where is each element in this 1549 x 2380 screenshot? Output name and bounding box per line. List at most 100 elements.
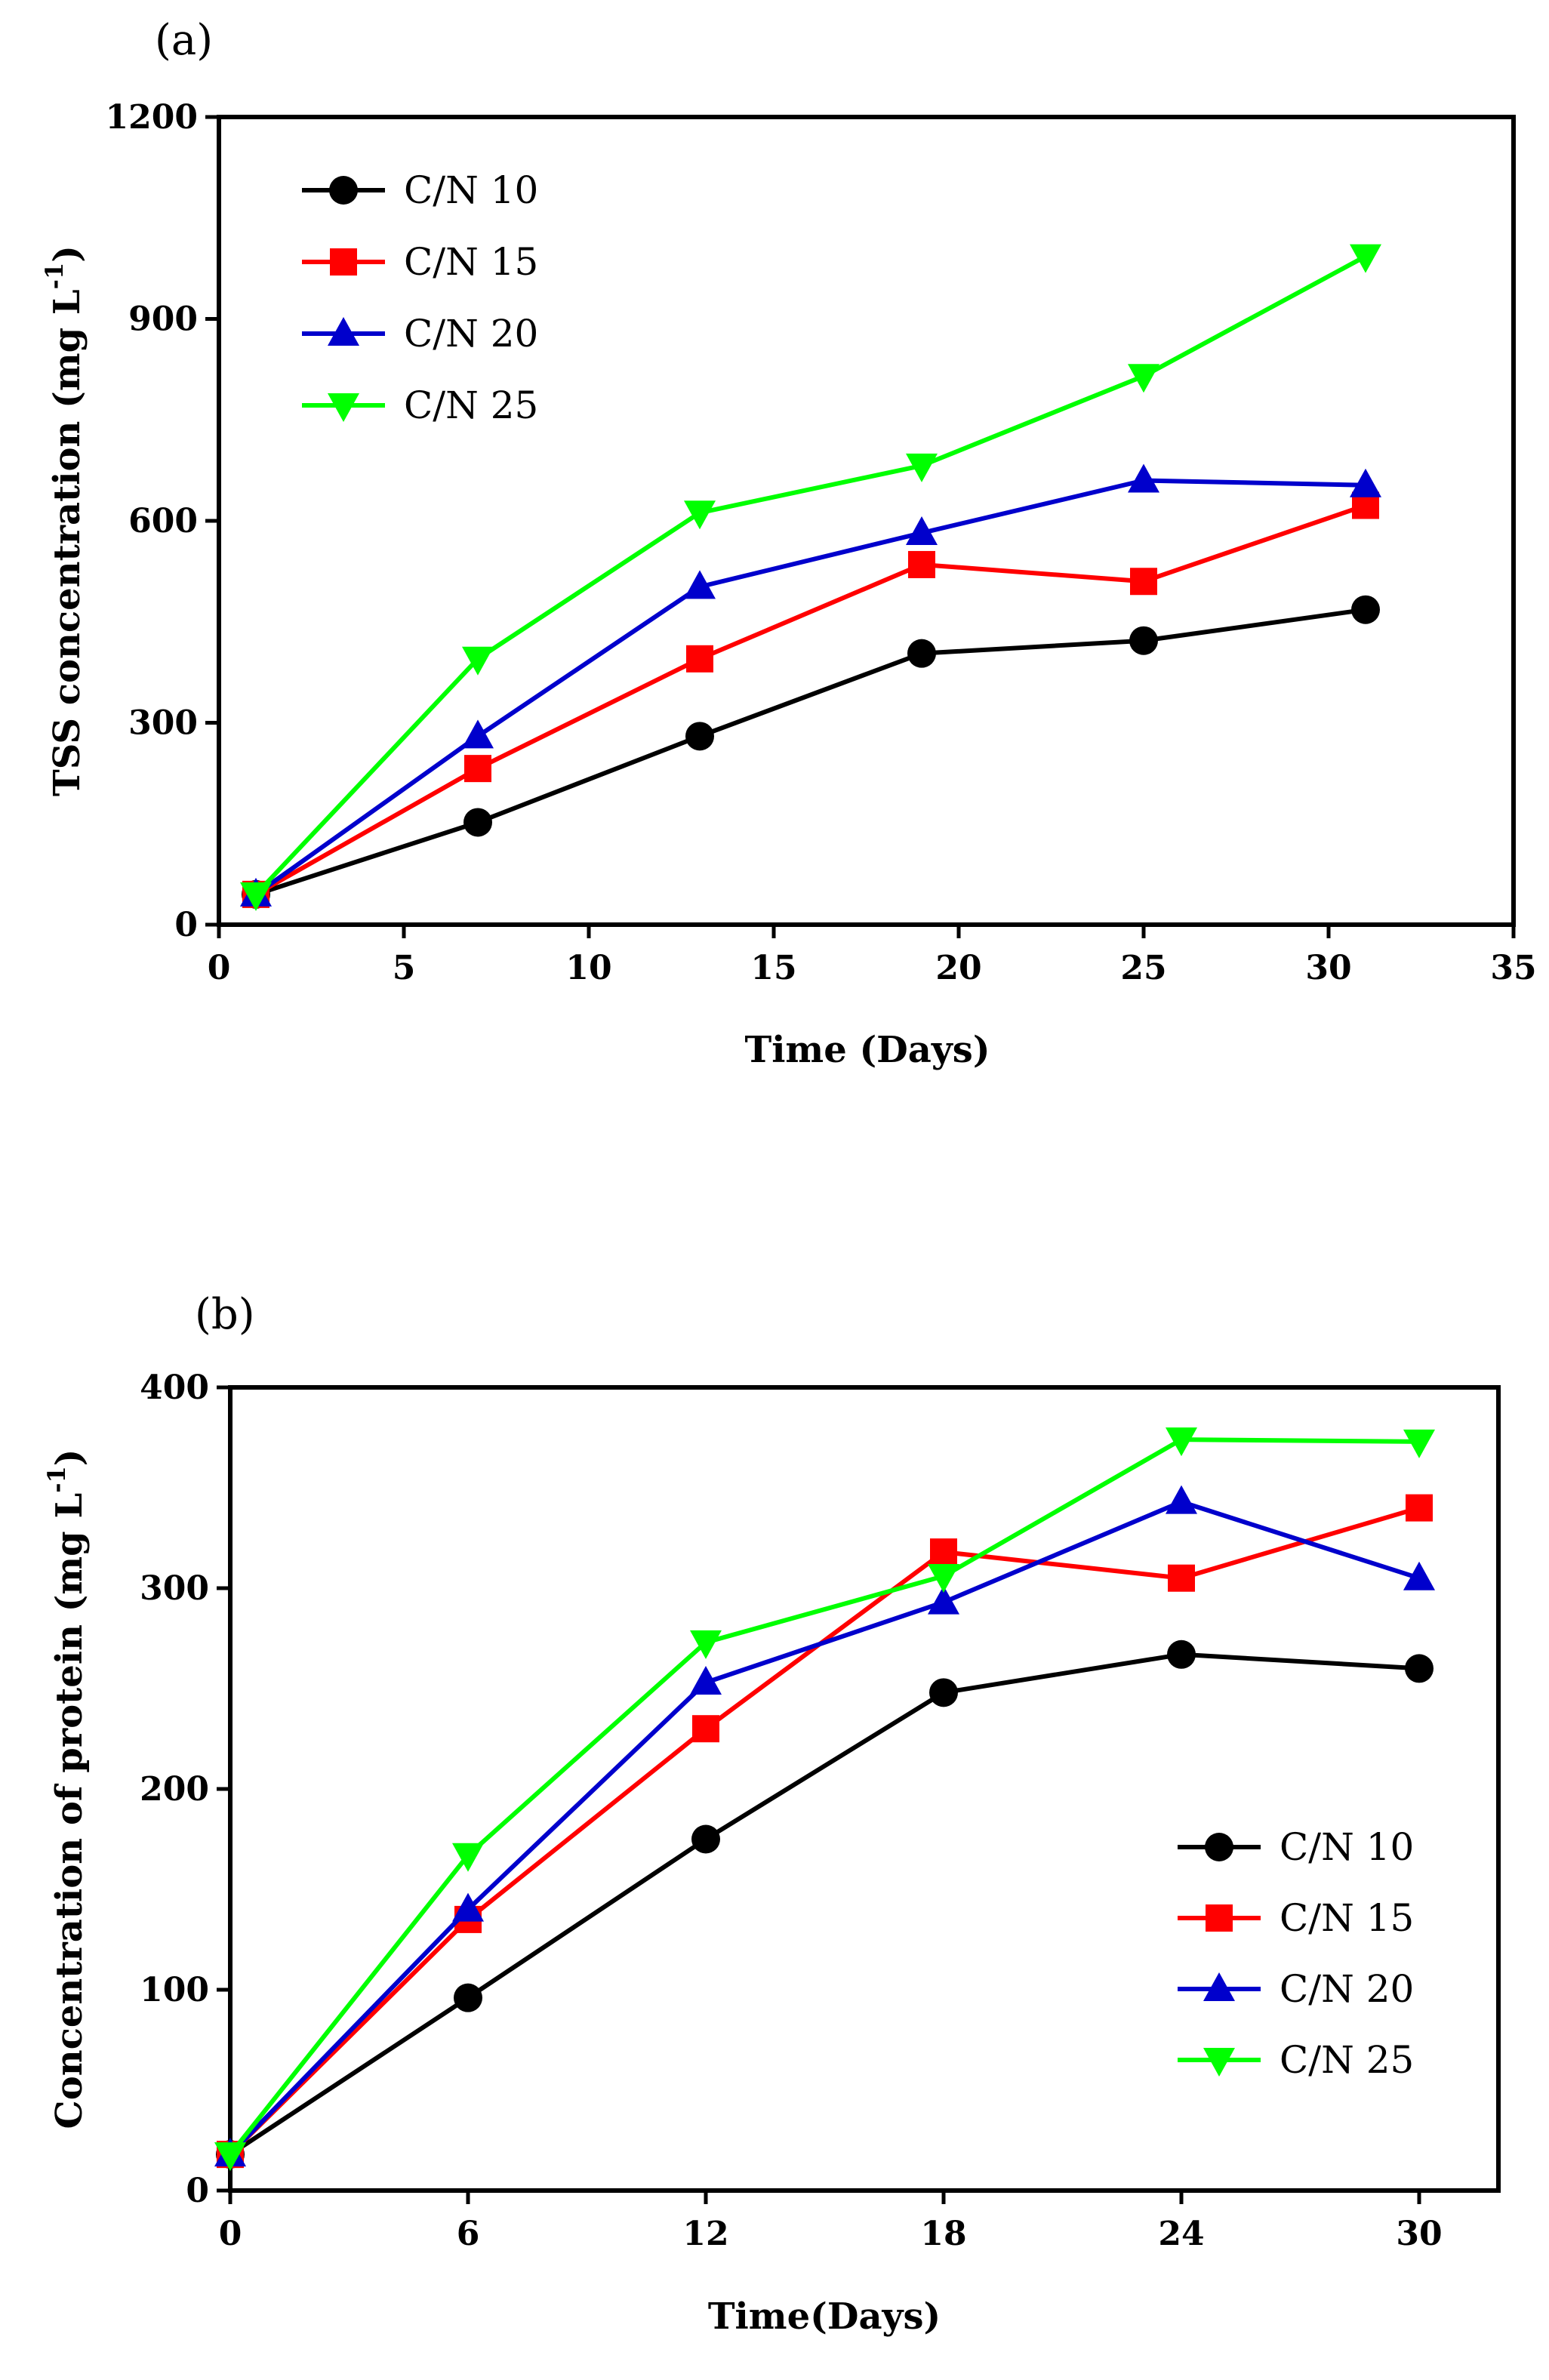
x-tick-label: 6 <box>457 2215 480 2253</box>
data-point-c-n-15 <box>464 755 491 783</box>
data-point-c-n-10 <box>1351 595 1380 624</box>
x-tick-label: 0 <box>208 949 231 987</box>
y-tick-label: 100 <box>140 1971 209 2009</box>
series-c-n-20 <box>240 463 1381 907</box>
data-point-c-n-20 <box>928 1585 959 1615</box>
data-point-c-n-25 <box>240 882 272 911</box>
series-line-c-n-15 <box>228 1505 1420 2157</box>
legend-label: C/N 15 <box>404 240 538 284</box>
series-c-n-25 <box>240 244 1381 911</box>
x-tick-label: 24 <box>1158 2215 1204 2253</box>
data-point-c-n-25 <box>452 1843 484 1872</box>
data-point-c-n-25 <box>1166 1427 1197 1457</box>
series-line-c-n-10 <box>229 1652 1420 2157</box>
y-tick-label: 900 <box>128 300 198 339</box>
legend-label: C/N 20 <box>404 312 538 356</box>
data-point-c-n-25 <box>1350 244 1381 273</box>
legend-marker <box>328 317 359 346</box>
data-point-c-n-15 <box>686 645 713 673</box>
x-tick-label: 20 <box>935 949 981 987</box>
data-point-c-n-10 <box>685 722 714 751</box>
series-c-n-15 <box>217 1494 1433 2169</box>
panel-label-b: (b) <box>195 1290 255 1339</box>
series-c-n-10 <box>216 1640 1434 2169</box>
data-point-c-n-15 <box>1130 568 1157 596</box>
data-point-c-n-20 <box>1403 1561 1435 1590</box>
data-point-c-n-20 <box>1128 463 1159 493</box>
legend-a: C/N 10 C/N 15 C/N 20 C/N 25 <box>302 168 538 427</box>
legend-marker <box>328 393 359 422</box>
data-point-c-n-10 <box>463 808 492 837</box>
series-c-n-25 <box>214 1427 1435 2172</box>
x-tick-label: 30 <box>1396 2215 1442 2253</box>
legend-label: C/N 15 <box>1280 1896 1414 1940</box>
legend-label: C/N 25 <box>404 383 538 427</box>
y-tick-label: 300 <box>128 704 198 743</box>
data-point-c-n-10 <box>929 1678 958 1707</box>
series-line-c-n-20 <box>254 478 1366 897</box>
y-tick-label: 300 <box>140 1569 209 1608</box>
series-line-c-n-25 <box>254 254 1367 896</box>
x-tick-label: 5 <box>393 949 416 987</box>
data-point-c-n-20 <box>462 719 494 749</box>
series-c-n-20 <box>214 1485 1435 2167</box>
x-tick-label: 18 <box>920 2215 966 2253</box>
data-point-c-n-25 <box>1128 364 1159 393</box>
y-axis-title-b: Concentration of protein (mg L-1) <box>42 1449 91 2129</box>
data-point-c-n-25 <box>214 2142 246 2172</box>
series-line-c-n-10 <box>255 607 1366 897</box>
series-line-c-n-15 <box>254 503 1366 897</box>
legend-marker <box>1203 2048 1235 2077</box>
data-point-c-n-10 <box>1129 626 1158 655</box>
data-point-c-n-25 <box>462 646 494 676</box>
data-point-c-n-20 <box>1350 468 1381 497</box>
data-point-c-n-15 <box>692 1715 719 1743</box>
legend-label: C/N 10 <box>404 168 538 212</box>
y-tick-label: 1200 <box>106 98 198 137</box>
series-c-n-10 <box>242 595 1380 909</box>
data-point-c-n-15 <box>1406 1494 1433 1522</box>
data-point-c-n-25 <box>928 1564 959 1593</box>
data-point-c-n-25 <box>690 1630 722 1659</box>
x-tick-label: 0 <box>219 2215 242 2253</box>
data-point-c-n-10 <box>454 1983 482 2012</box>
data-point-c-n-20 <box>690 1666 722 1695</box>
data-point-c-n-20 <box>906 516 938 546</box>
panel-label-a: (a) <box>155 16 213 65</box>
x-tick-label: 10 <box>565 949 611 987</box>
x-tick-label: 25 <box>1120 949 1166 987</box>
data-point-c-n-10 <box>1405 1654 1434 1683</box>
y-tick-label: 0 <box>186 2172 209 2210</box>
x-tick-label: 12 <box>682 2215 728 2253</box>
data-point-c-n-10 <box>691 1824 720 1854</box>
data-point-c-n-20 <box>452 1892 484 1922</box>
series-line-c-n-20 <box>228 1499 1420 2157</box>
x-tick-label: 15 <box>750 949 796 987</box>
legend-marker <box>330 248 357 276</box>
data-point-c-n-25 <box>906 453 938 482</box>
legend-label: C/N 20 <box>1280 1967 1414 2011</box>
x-axis-title-a: Time (Days) <box>744 1029 990 1071</box>
x-axis-title-b: Time(Days) <box>708 2295 941 2338</box>
data-point-c-n-20 <box>684 570 716 599</box>
legend-b: C/N 10 C/N 15 C/N 20 C/N 25 <box>1178 1825 1414 2082</box>
y-axis-title-a: TSS concentration (mg L-1) <box>40 245 88 796</box>
data-point-c-n-10 <box>907 639 936 668</box>
data-point-c-n-25 <box>1403 1429 1435 1458</box>
data-point-c-n-10 <box>1167 1640 1196 1669</box>
legend-label: C/N 25 <box>1280 2038 1414 2082</box>
legend-marker <box>329 176 358 205</box>
x-tick-label: 30 <box>1305 949 1351 987</box>
legend-label: C/N 10 <box>1280 1825 1414 1869</box>
legend-marker <box>1205 1833 1233 1861</box>
data-point-c-n-15 <box>908 550 935 578</box>
y-tick-label: 600 <box>128 502 198 540</box>
data-point-c-n-15 <box>1168 1564 1195 1592</box>
series-line-c-n-25 <box>228 1437 1420 2156</box>
data-point-c-n-15 <box>930 1538 957 1566</box>
x-tick-label: 35 <box>1490 949 1536 987</box>
legend-marker <box>1206 1904 1233 1932</box>
